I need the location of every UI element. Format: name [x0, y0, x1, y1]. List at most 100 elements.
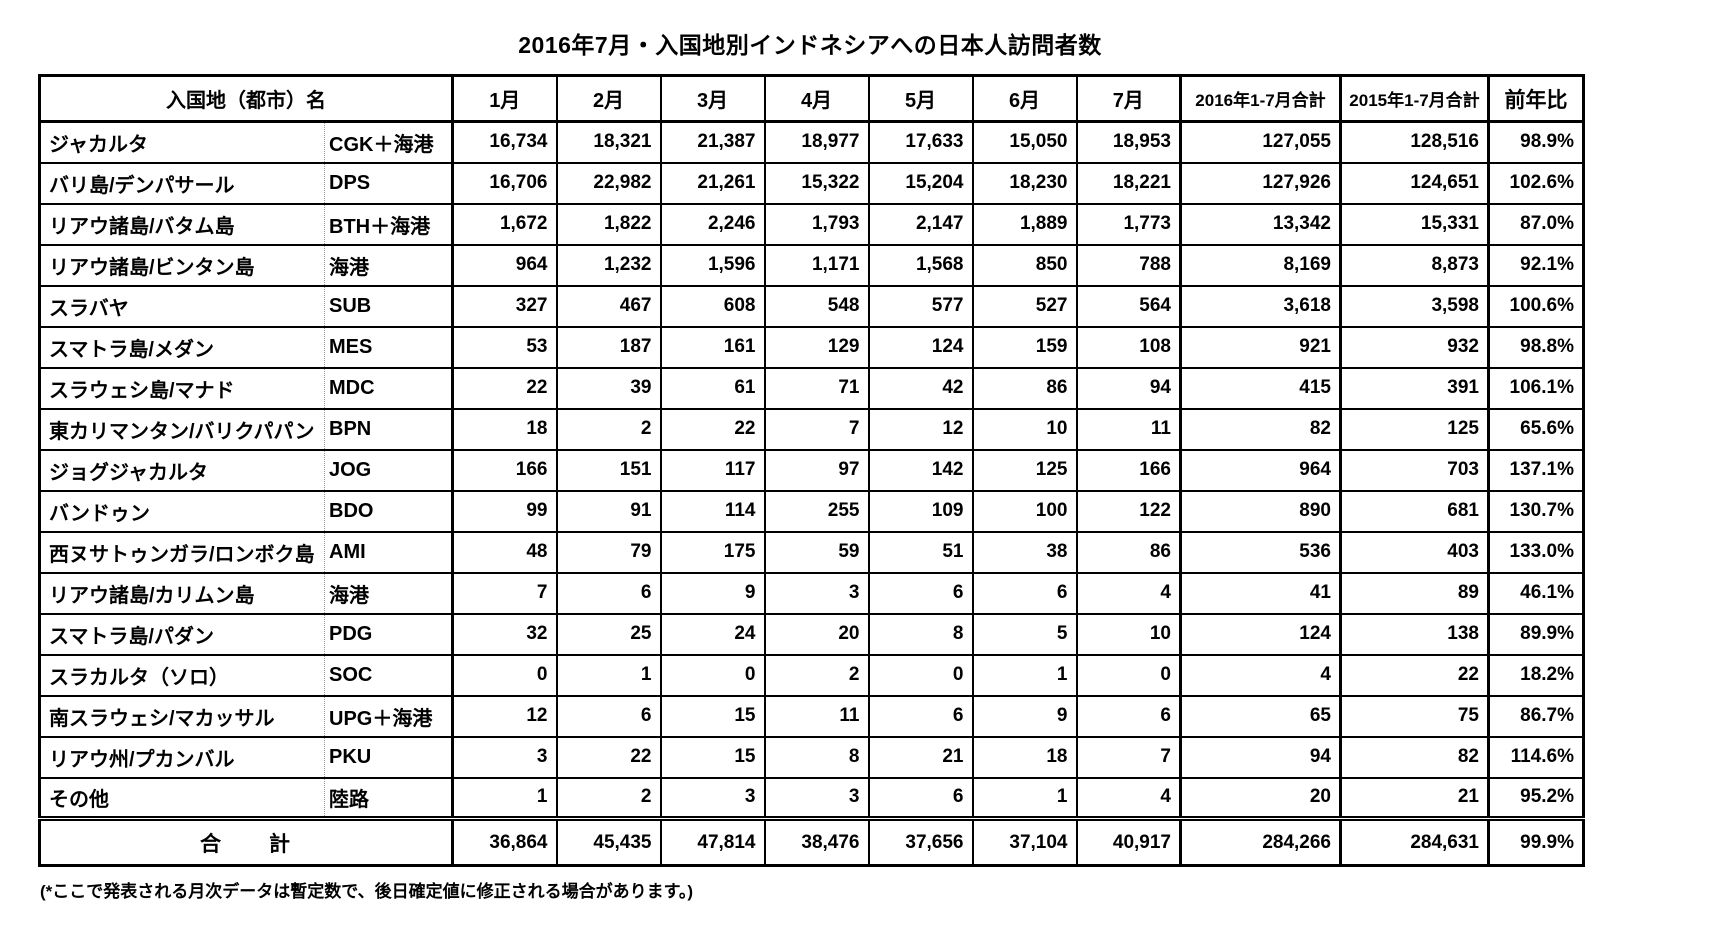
month-jun-value: 10 — [971, 407, 1078, 451]
month-jul-value: 166 — [1075, 448, 1182, 492]
month-may-value: 12 — [867, 407, 974, 451]
month-apr-value: 3 — [763, 571, 870, 615]
yoy-value: 18.2% — [1487, 653, 1585, 697]
entry-code: SOC — [324, 653, 454, 697]
month-feb-value: 6 — [555, 694, 662, 738]
entry-code: SUB — [324, 284, 454, 328]
month-jun-value: 18,230 — [971, 161, 1078, 205]
month-apr-value: 548 — [763, 284, 870, 328]
month-jun-value: 159 — [971, 325, 1078, 369]
total-2016-value: 921 — [1179, 325, 1342, 369]
month-mar-value: 15 — [659, 735, 766, 779]
total-2015-value: 22 — [1339, 653, 1490, 697]
month-may-value: 109 — [867, 489, 974, 533]
month-may-value: 42 — [867, 366, 974, 410]
month-jul-value: 122 — [1075, 489, 1182, 533]
month-apr-value: 1,171 — [763, 243, 870, 287]
total-2015-value: 8,873 — [1339, 243, 1490, 287]
month-jan-value: 1 — [451, 776, 558, 820]
entry-name: その他 — [38, 776, 325, 820]
entry-code: 海港 — [324, 571, 454, 615]
header-row: 入国地（都市）名 1月 2月 3月 4月 5月 6月 7月 2016年1-7月合… — [38, 74, 1585, 123]
yoy-value: 65.6% — [1487, 407, 1585, 451]
table-row: スラウェシ島/マナド MDC 22 39 61 71 42 86 94 415 … — [38, 366, 1585, 410]
total-month-may: 37,656 — [867, 816, 974, 867]
total-yoy: 99.9% — [1487, 816, 1585, 867]
month-jun-value: 9 — [971, 694, 1078, 738]
table-row: その他 陸路 1 2 3 3 6 1 4 20 21 95.2% — [38, 776, 1585, 820]
entry-name: リアウ諸島/カリムン島 — [38, 571, 325, 615]
month-may-value: 6 — [867, 571, 974, 615]
entry-name: リアウ諸島/ビンタン島 — [38, 243, 325, 287]
entry-name: リアウ諸島/バタム島 — [38, 202, 325, 246]
entry-code: BPN — [324, 407, 454, 451]
table-body: ジャカルタ CGK＋海港 16,734 18,321 21,387 18,977… — [38, 120, 1585, 820]
month-jul-value: 7 — [1075, 735, 1182, 779]
month-may-value: 21 — [867, 735, 974, 779]
month-mar-value: 3 — [659, 776, 766, 820]
month-jun-value: 850 — [971, 243, 1078, 287]
total-month-feb: 45,435 — [555, 816, 662, 867]
month-jan-value: 16,706 — [451, 161, 558, 205]
total-2015-value: 3,598 — [1339, 284, 1490, 328]
month-jun-value: 5 — [971, 612, 1078, 656]
total-2016-value: 415 — [1179, 366, 1342, 410]
total-2016-value: 890 — [1179, 489, 1342, 533]
table-row: ジャカルタ CGK＋海港 16,734 18,321 21,387 18,977… — [38, 120, 1585, 164]
header-month-apr: 4月 — [763, 74, 870, 123]
table-row: スラバヤ SUB 327 467 608 548 577 527 564 3,6… — [38, 284, 1585, 328]
table-row: ジョグジャカルタ JOG 166 151 117 97 142 125 166 … — [38, 448, 1585, 492]
month-jul-value: 6 — [1075, 694, 1182, 738]
entry-code: BTH＋海港 — [324, 202, 454, 246]
total-2016-value: 8,169 — [1179, 243, 1342, 287]
month-jan-value: 964 — [451, 243, 558, 287]
total-2015-value: 15,331 — [1339, 202, 1490, 246]
total-row: 合 計 36,864 45,435 47,814 38,476 37,656 3… — [38, 816, 1585, 867]
total-2015-value: 138 — [1339, 612, 1490, 656]
month-mar-value: 21,261 — [659, 161, 766, 205]
entry-name: 西ヌサトゥンガラ/ロンボク島 — [38, 530, 325, 574]
total-month-apr: 38,476 — [763, 816, 870, 867]
month-jul-value: 0 — [1075, 653, 1182, 697]
table-row: スマトラ島/メダン MES 53 187 161 129 124 159 108… — [38, 325, 1585, 369]
month-apr-value: 3 — [763, 776, 870, 820]
entry-name: バンドゥン — [38, 489, 325, 533]
entry-name: ジョグジャカルタ — [38, 448, 325, 492]
header-entry-place: 入国地（都市）名 — [38, 74, 454, 123]
month-jan-value: 327 — [451, 284, 558, 328]
table-row: スマトラ島/パダン PDG 32 25 24 20 8 5 10 124 138… — [38, 612, 1585, 656]
month-jan-value: 32 — [451, 612, 558, 656]
month-mar-value: 1,596 — [659, 243, 766, 287]
month-jan-value: 7 — [451, 571, 558, 615]
month-feb-value: 22,982 — [555, 161, 662, 205]
total-month-jun: 37,104 — [971, 816, 1078, 867]
table-row: 東カリマンタン/バリクパパン BPN 18 2 22 7 12 10 11 82… — [38, 407, 1585, 451]
yoy-value: 92.1% — [1487, 243, 1585, 287]
month-jul-value: 788 — [1075, 243, 1182, 287]
month-apr-value: 97 — [763, 448, 870, 492]
total-2016-value: 124 — [1179, 612, 1342, 656]
month-apr-value: 71 — [763, 366, 870, 410]
month-feb-value: 39 — [555, 366, 662, 410]
table-row: スラカルタ（ソロ） SOC 0 1 0 2 0 1 0 4 22 18.2% — [38, 653, 1585, 697]
total-2015-value: 403 — [1339, 530, 1490, 574]
entry-code: MES — [324, 325, 454, 369]
yoy-value: 100.6% — [1487, 284, 1585, 328]
month-jun-value: 6 — [971, 571, 1078, 615]
header-total-2015: 2015年1-7月合計 — [1339, 74, 1490, 123]
total-2016-value: 41 — [1179, 571, 1342, 615]
yoy-value: 98.9% — [1487, 120, 1585, 164]
total-2016-value: 964 — [1179, 448, 1342, 492]
month-apr-value: 59 — [763, 530, 870, 574]
month-may-value: 142 — [867, 448, 974, 492]
month-jan-value: 48 — [451, 530, 558, 574]
month-mar-value: 24 — [659, 612, 766, 656]
month-jan-value: 99 — [451, 489, 558, 533]
month-jan-value: 3 — [451, 735, 558, 779]
total-2016-value: 3,618 — [1179, 284, 1342, 328]
total-2016-value: 13,342 — [1179, 202, 1342, 246]
total-2015-value: 703 — [1339, 448, 1490, 492]
month-apr-value: 15,322 — [763, 161, 870, 205]
header-month-jun: 6月 — [971, 74, 1078, 123]
month-jul-value: 4 — [1075, 776, 1182, 820]
